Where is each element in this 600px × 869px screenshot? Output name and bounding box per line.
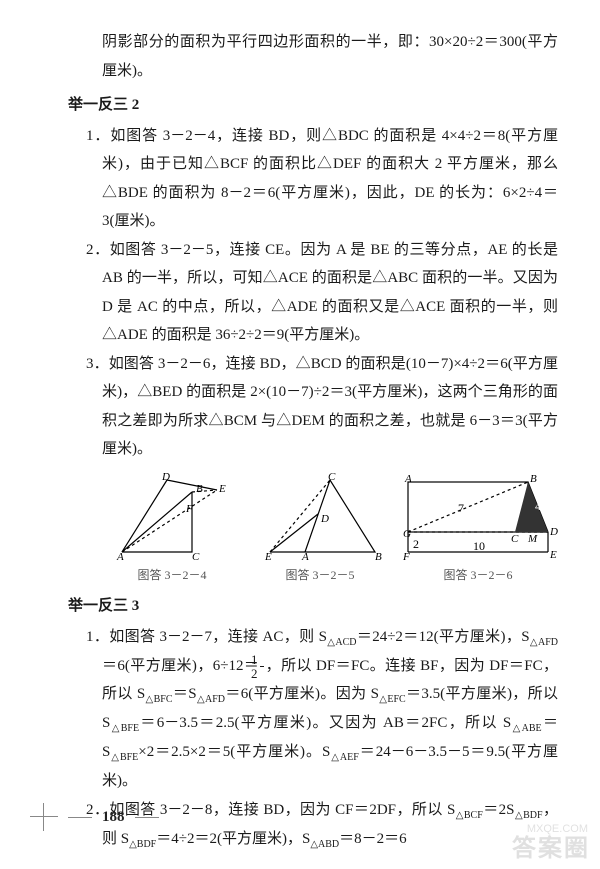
crop-mark-icon (30, 803, 58, 831)
page-number: 188 (102, 809, 125, 826)
sec2-item-3: 3．如图答 3－2－6，连接 BD，△BCD 的面积是(10－7)×4÷2＝6(… (68, 350, 558, 464)
divider-line (135, 817, 159, 818)
svg-text:A: A (116, 551, 124, 562)
figure-3-2-4: A C B D E F 图答 3－2－4 (102, 472, 242, 587)
sec2-item-2: 2．如图答 3－2－5，连接 CE。因为 A 是 BE 的三等分点，AE 的长是… (68, 236, 558, 350)
section-3-title: 举一反三 3 (68, 592, 558, 621)
svg-text:4: 4 (535, 499, 541, 513)
figcap-1: 图答 3－2－4 (137, 564, 206, 587)
svg-text:E: E (549, 549, 557, 561)
svg-text:E: E (218, 483, 226, 495)
svg-text:10: 10 (473, 539, 485, 553)
divider-line (68, 817, 92, 818)
svg-text:B: B (375, 551, 382, 562)
svg-text:C: C (328, 472, 336, 483)
svg-text:G: G (403, 528, 411, 540)
svg-text:E: E (264, 551, 272, 562)
sec3-item-1: 1．如图答 3－2－7，连接 AC，则 S△ACD＝24÷2＝12(平方厘米)，… (68, 623, 558, 796)
svg-text:2: 2 (413, 537, 419, 551)
page-content: 阴影部分的面积为平行四边形面积的一半，即：30×20÷2＝300(平方厘米)。 … (0, 0, 600, 854)
figcap-3: 图答 3－2－6 (443, 564, 512, 587)
svg-text:D: D (549, 526, 558, 538)
svg-text:B: B (196, 483, 203, 495)
svg-text:A: A (404, 473, 412, 485)
svg-text:M: M (527, 533, 538, 545)
figure-row: A C B D E F 图答 3－2－4 E A B C (102, 472, 558, 587)
intro-continuation: 阴影部分的面积为平行四边形面积的一半，即：30×20÷2＝300(平方厘米)。 (68, 28, 558, 85)
figcap-2: 图答 3－2－5 (285, 564, 354, 587)
svg-text:F: F (185, 503, 193, 515)
svg-text:B: B (530, 473, 537, 485)
svg-text:A: A (301, 551, 309, 562)
svg-text:C: C (192, 551, 200, 562)
svg-text:D: D (320, 513, 329, 525)
page-number-bar: 188 (30, 803, 159, 831)
watermark: 答案圈 (512, 828, 590, 863)
section-2-title: 举一反三 2 (68, 91, 558, 120)
figure-3-2-6: A B G C M D F E 7 2 4 10 图答 3－2－6 (398, 472, 558, 587)
sec2-item-1: 1．如图答 3－2－4，连接 BD，则△BDC 的面积是 4×4÷2＝8(平方厘… (68, 122, 558, 236)
figure-3-2-5: E A B C D 图答 3－2－5 (250, 472, 390, 587)
svg-text:F: F (402, 551, 410, 562)
svg-text:C: C (511, 533, 519, 545)
svg-text:D: D (161, 472, 170, 483)
svg-text:7: 7 (458, 501, 464, 515)
